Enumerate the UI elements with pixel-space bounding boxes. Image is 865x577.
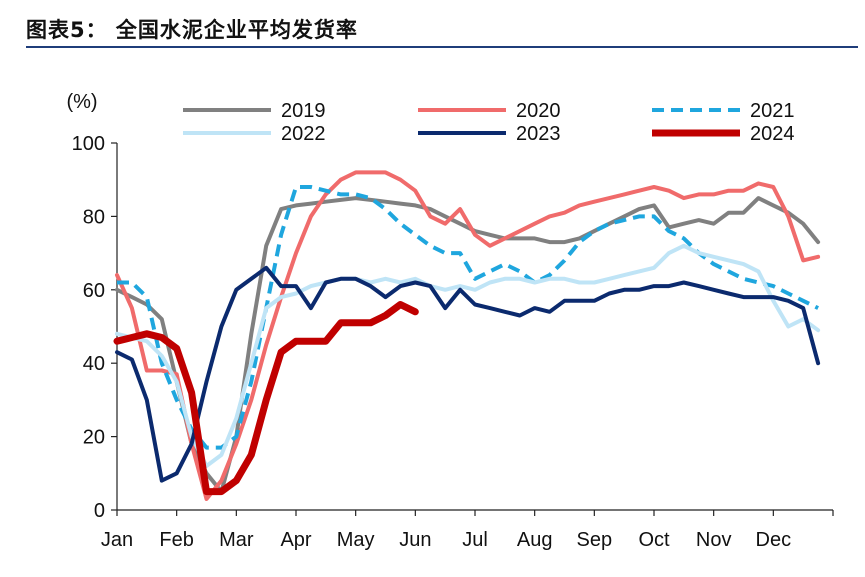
x-tick-label: Nov [696,529,732,551]
x-tick-label: Apr [280,529,311,551]
x-tick-label: Feb [159,529,193,551]
series-line-2020 [115,170,821,501]
legend-label-2021: 2021 [750,100,795,122]
series-line-2022 [115,243,821,468]
legend-label-2022: 2022 [281,123,326,145]
y-tick-label: 40 [83,353,105,375]
x-tick-label: Oct [638,529,670,551]
x-tick-label: Aug [517,529,553,551]
legend-label-2020: 2020 [516,100,561,122]
legend-label-2024: 2024 [750,123,795,145]
y-axis-label: (%) [66,91,97,113]
y-tick-label: 80 [83,206,105,228]
title-underline [26,46,858,48]
figure-title: 图表5： 全国水泥企业平均发货率 [26,18,358,42]
legend-label-2019: 2019 [281,100,326,122]
y-tick-label: 60 [83,280,105,302]
x-tick-label: Sep [577,529,613,551]
y-tick-label: 100 [72,133,105,155]
y-tick-label: 20 [83,427,105,449]
series-line-2023 [115,265,821,483]
x-tick-label: Jun [399,529,431,551]
series-line-2024 [113,301,419,496]
x-tick-label: Mar [219,529,254,551]
x-tick-label: Jul [462,529,488,551]
x-tick-label: Jan [101,529,133,551]
legend-label-2023: 2023 [516,123,561,145]
x-tick-label: Dec [756,529,792,551]
x-tick-label: May [337,529,375,551]
y-tick-label: 0 [94,500,105,522]
